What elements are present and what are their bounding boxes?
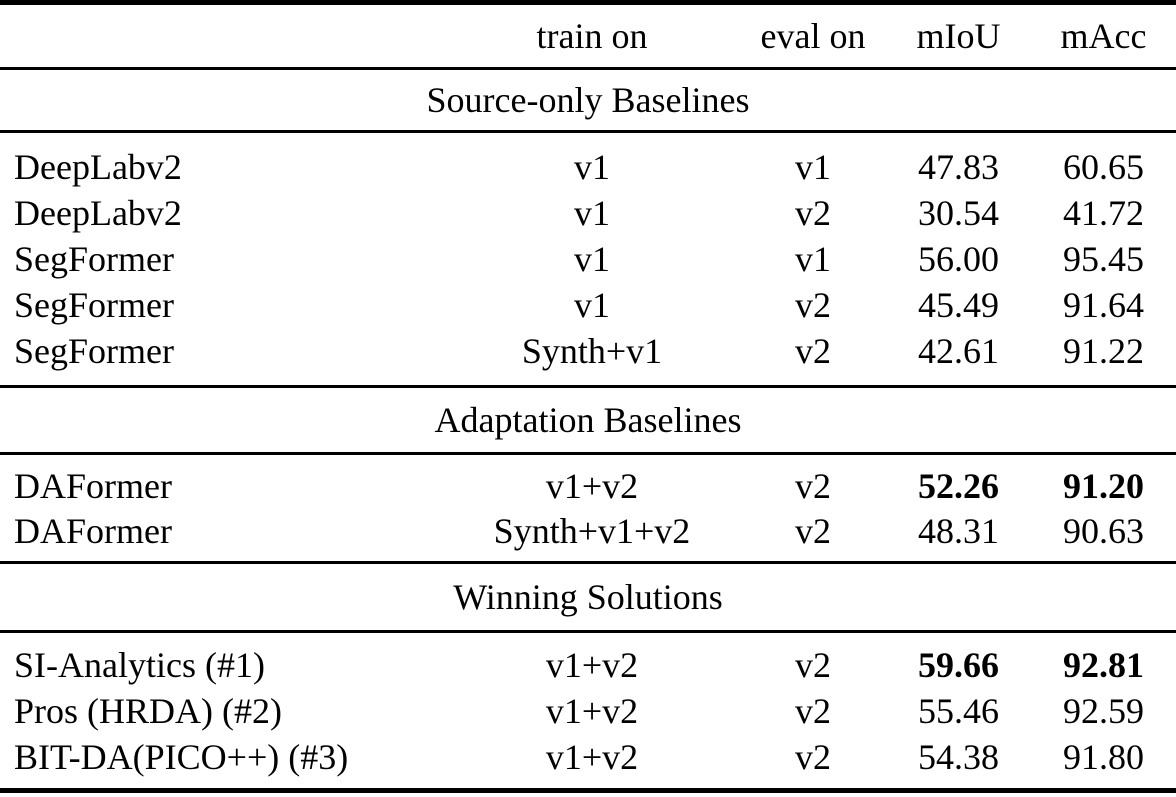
table-row: DAFormer Synth+v1+v2 v2 48.31 90.63 (0, 508, 1176, 553)
eval-on-cell: v2 (795, 737, 831, 777)
method-cell: SegFormer (14, 331, 174, 371)
macc-cell: 92.59 (1063, 691, 1144, 731)
horizontal-rule (0, 452, 1176, 455)
col-header-macc: mAcc (1060, 16, 1147, 56)
train-on-cell: Synth+v1 (521, 331, 663, 371)
table-row: SI-Analytics (#1) v1+v2 v2 59.66 92.81 (0, 642, 1176, 688)
section-title-source-only-baselines: Source-only Baselines (426, 80, 750, 120)
miou-cell: 47.83 (918, 147, 999, 187)
eval-on-cell: v2 (795, 285, 831, 325)
horizontal-rule-top (0, 0, 1176, 5)
macc-cell: 91.64 (1063, 285, 1144, 325)
miou-cell: 56.00 (918, 239, 999, 279)
macc-cell: 91.20 (1063, 465, 1144, 506)
horizontal-rule (0, 630, 1176, 633)
horizontal-rule-bottom (0, 788, 1176, 793)
table-row: DeepLabv2 v1 v1 47.83 60.65 (0, 144, 1176, 190)
macc-cell: 92.81 (1063, 645, 1144, 685)
col-header-eval-on: eval on (760, 16, 866, 56)
horizontal-rule (0, 561, 1176, 564)
table-row: DeepLabv2 v1 v2 30.54 41.72 (0, 190, 1176, 236)
train-on-cell: v1 (574, 285, 610, 325)
method-cell: DAFormer (14, 465, 172, 506)
eval-on-cell: v2 (795, 193, 831, 233)
macc-cell: 60.65 (1063, 147, 1144, 187)
table-row: SegFormer v1 v1 56.00 95.45 (0, 236, 1176, 282)
train-on-cell: v1 (574, 239, 610, 279)
horizontal-rule (0, 130, 1176, 133)
method-cell: BIT-DA(PICO++) (#3) (14, 737, 349, 777)
method-cell: Pros (HRDA) (#2) (14, 691, 282, 731)
table-row: BIT-DA(PICO++) (#3) v1+v2 v2 54.38 91.80 (0, 734, 1176, 780)
miou-cell: 59.66 (918, 645, 999, 685)
section-title-winning-solutions: Winning Solutions (453, 577, 723, 617)
method-cell: DeepLabv2 (14, 147, 182, 187)
method-cell: DAFormer (14, 510, 172, 551)
miou-cell: 55.46 (918, 691, 999, 731)
macc-cell: 91.22 (1063, 331, 1144, 371)
section-body-winning-solutions: SI-Analytics (#1) v1+v2 v2 59.66 92.81 P… (0, 633, 1176, 788)
section-body-adaptation-baselines: DAFormer v1+v2 v2 52.26 91.20 DAFormer S… (0, 455, 1176, 561)
train-on-cell: Synth+v1+v2 (493, 510, 691, 551)
macc-cell: 95.45 (1063, 239, 1144, 279)
eval-on-cell: v2 (795, 510, 831, 551)
miou-cell: 30.54 (918, 193, 999, 233)
table-row: Pros (HRDA) (#2) v1+v2 v2 55.46 92.59 (0, 688, 1176, 734)
miou-cell: 42.61 (918, 331, 999, 371)
miou-cell: 52.26 (918, 465, 999, 506)
table-row: SegFormer v1 v2 45.49 91.64 (0, 282, 1176, 328)
eval-on-cell: v2 (795, 331, 831, 371)
macc-cell: 41.72 (1063, 193, 1144, 233)
train-on-cell: v1+v2 (545, 691, 639, 731)
eval-on-cell: v2 (795, 465, 831, 506)
method-cell: DeepLabv2 (14, 193, 182, 233)
method-cell: SegFormer (14, 239, 174, 279)
horizontal-rule (0, 385, 1176, 388)
method-cell: SI-Analytics (#1) (14, 645, 265, 685)
eval-on-cell: v1 (795, 239, 831, 279)
col-header-train-on: train on (536, 16, 648, 56)
eval-on-cell: v2 (795, 645, 831, 685)
train-on-cell: v1 (574, 147, 610, 187)
horizontal-rule (0, 67, 1176, 70)
table-row: SegFormer Synth+v1 v2 42.61 91.22 (0, 328, 1176, 374)
macc-cell: 90.63 (1063, 510, 1144, 551)
miou-cell: 48.31 (918, 510, 999, 551)
train-on-cell: v1+v2 (545, 737, 639, 777)
eval-on-cell: v1 (795, 147, 831, 187)
col-header-miou: mIoU (916, 16, 1001, 56)
table-row: DAFormer v1+v2 v2 52.26 91.20 (0, 463, 1176, 508)
section-title-adaptation-baselines: Adaptation Baselines (434, 400, 742, 440)
train-on-cell: v1+v2 (545, 465, 639, 506)
macc-cell: 91.80 (1063, 737, 1144, 777)
table-header-row: train on eval on mIoU mAcc (0, 5, 1176, 67)
section-body-source-only-baselines: DeepLabv2 v1 v1 47.83 60.65 DeepLabv2 v1… (0, 133, 1176, 385)
train-on-cell: v1 (574, 193, 610, 233)
train-on-cell: v1+v2 (545, 645, 639, 685)
miou-cell: 45.49 (918, 285, 999, 325)
eval-on-cell: v2 (795, 691, 831, 731)
miou-cell: 54.38 (918, 737, 999, 777)
method-cell: SegFormer (14, 285, 174, 325)
